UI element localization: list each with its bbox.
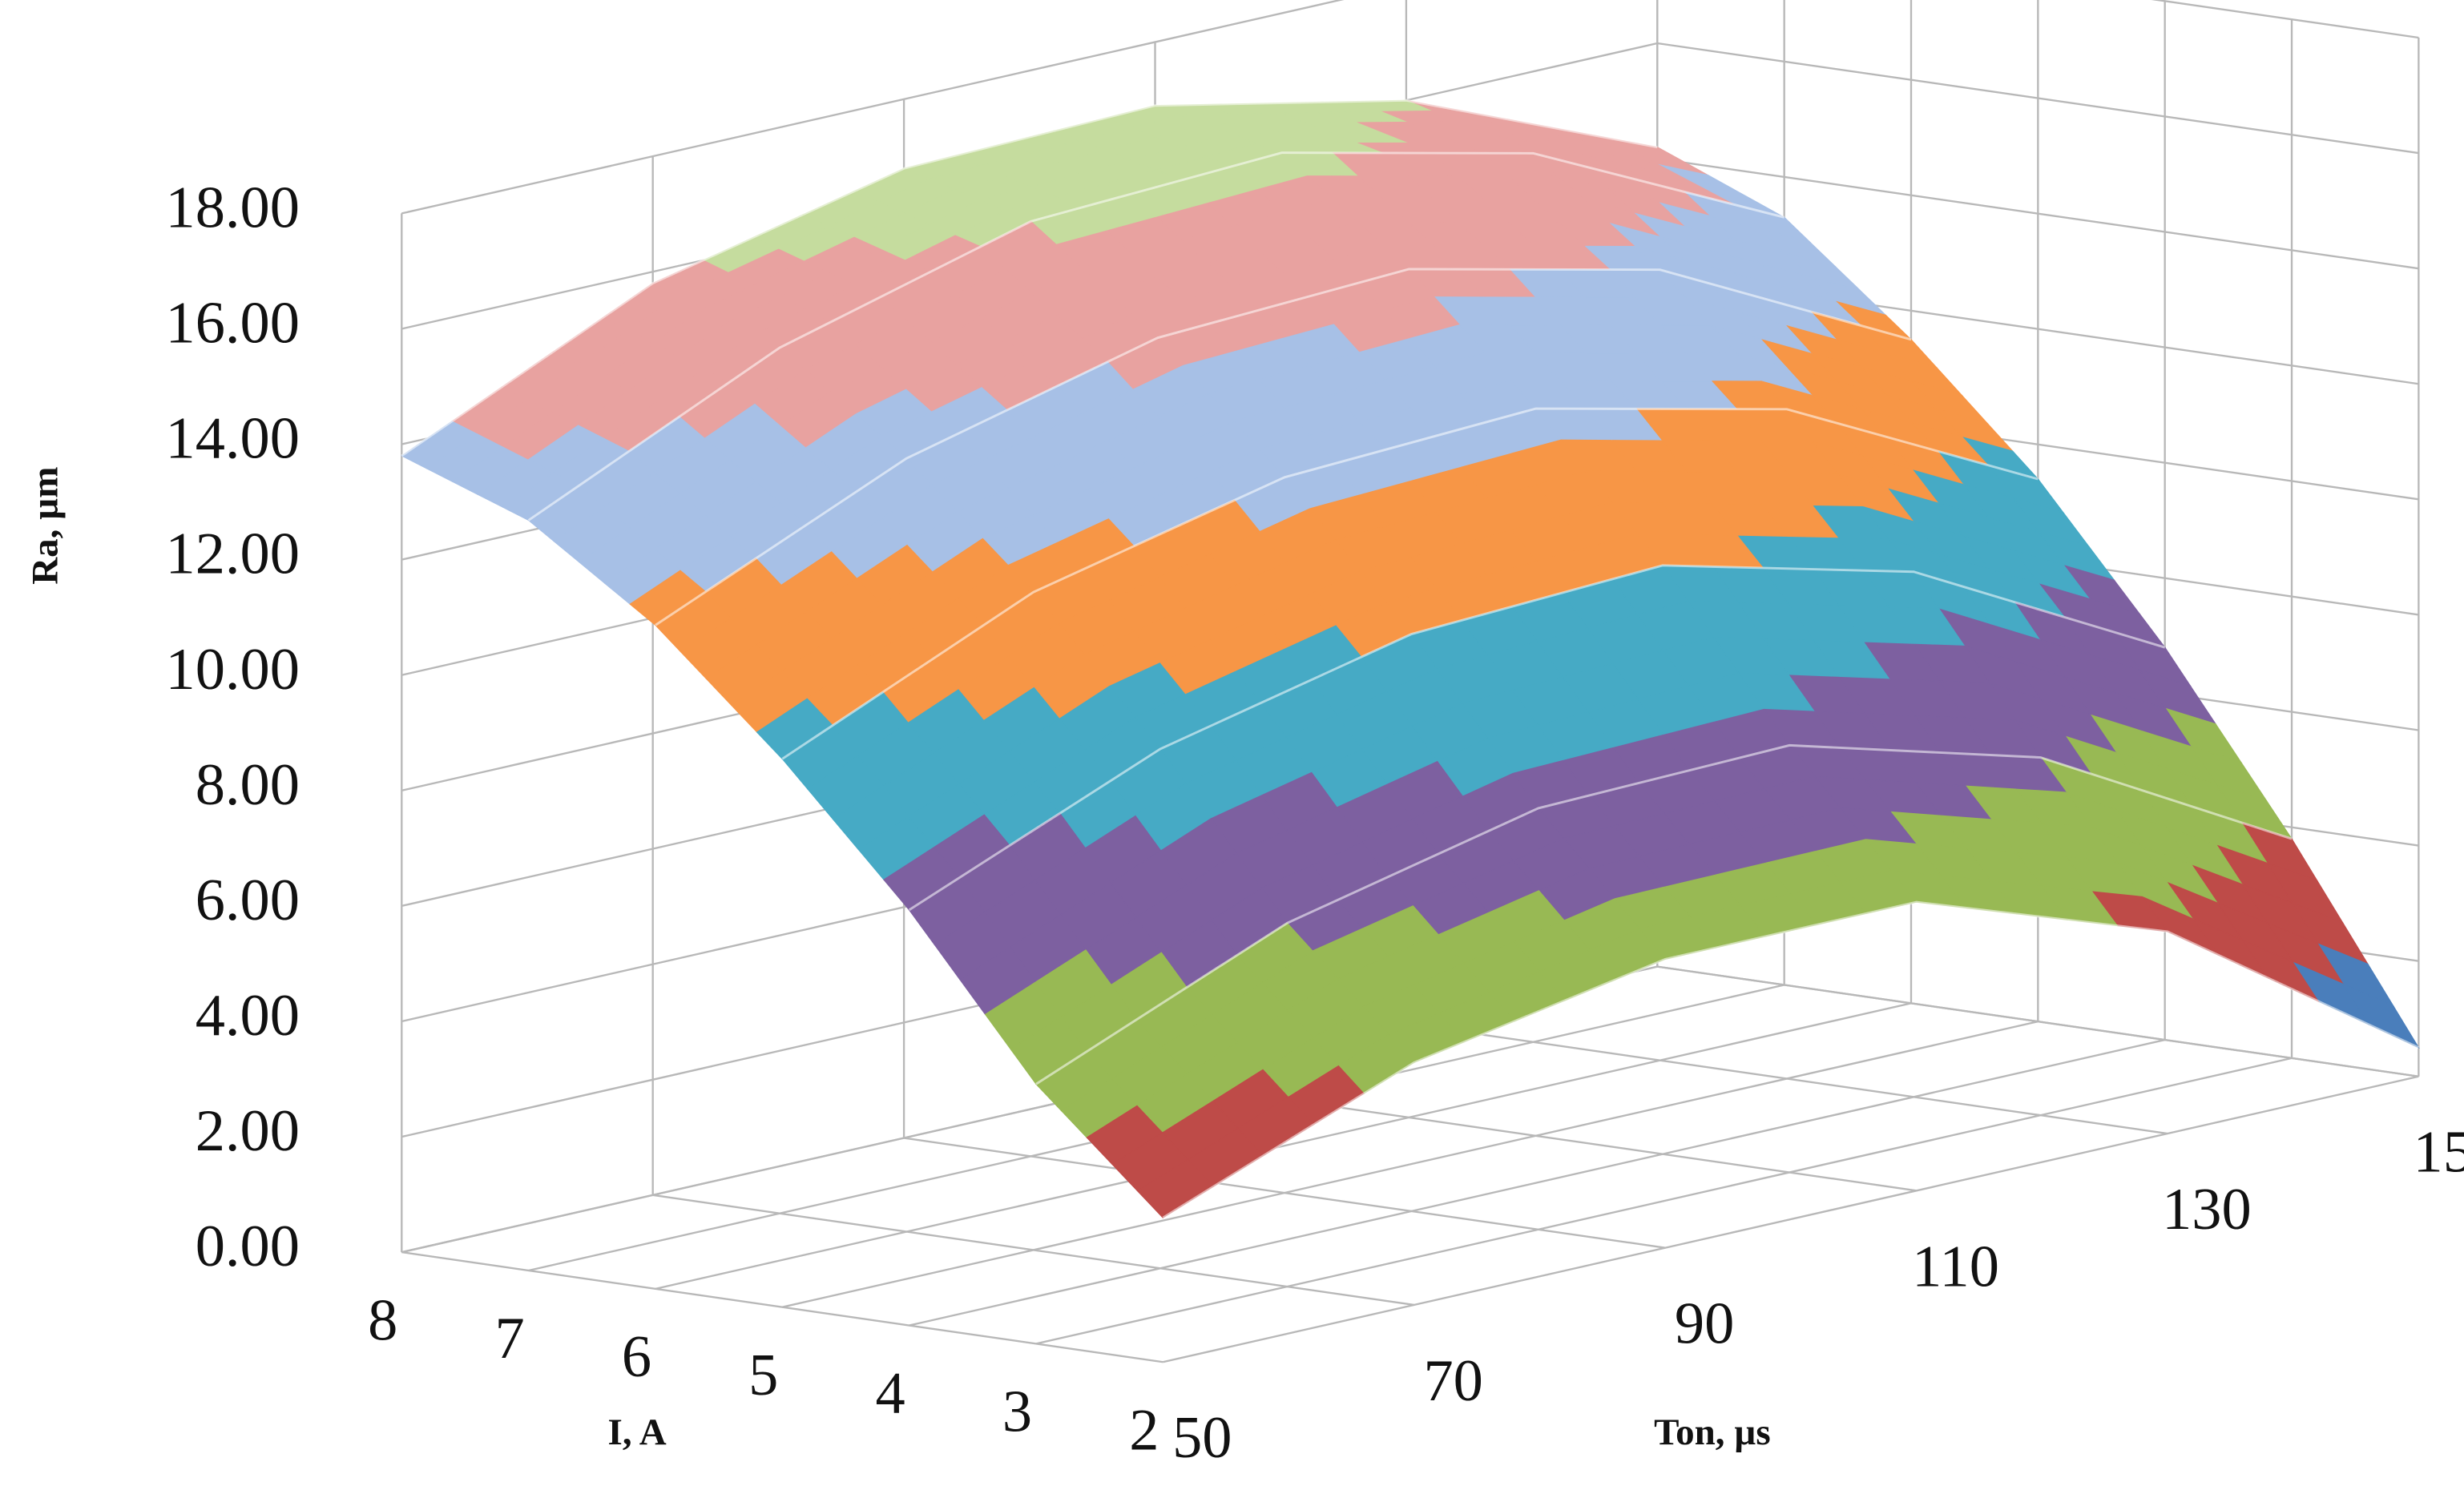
- mesh-line: [781, 407, 2039, 760]
- z-tick-label: 2.00: [196, 1098, 300, 1164]
- left-wall-grid-line: [401, 0, 1345, 215]
- floor-grid-line: [782, 1021, 2039, 1308]
- z-tick-label: 8.00: [196, 752, 300, 818]
- y-tick-label: 70: [1423, 1348, 1482, 1414]
- x-tick-label: 6: [622, 1324, 651, 1390]
- z-tick-label: 0.00: [196, 1214, 300, 1279]
- x-axis-title: I, A: [608, 1411, 667, 1453]
- y-tick-label: 50: [1172, 1405, 1232, 1471]
- mesh-line: [1162, 900, 2419, 1219]
- floor-grid-line: [1035, 1057, 2293, 1345]
- floor-grid-line: [655, 1002, 1912, 1290]
- y-tick-label: 90: [1675, 1291, 1734, 1357]
- x-tick-label: 8: [368, 1287, 397, 1353]
- y-tick-label: 130: [2162, 1177, 2252, 1242]
- z-tick-label: 12.00: [166, 522, 300, 587]
- z-axis-title: Ra, µm: [24, 467, 66, 585]
- x-tick-label: 2: [1129, 1397, 1159, 1463]
- mesh-line: [908, 564, 2166, 912]
- floor-grid-line: [909, 1038, 2165, 1327]
- x-tick-label: 5: [748, 1343, 778, 1408]
- mesh-line: [527, 151, 1785, 522]
- x-tick-label: 3: [1002, 1379, 1032, 1445]
- z-tick-label: 10.00: [166, 637, 300, 703]
- y-tick-label: 150: [2414, 1120, 2464, 1186]
- y-tick-label: 110: [1912, 1234, 1999, 1299]
- x-tick-label: 7: [495, 1306, 525, 1371]
- z-tick-label: 18.00: [166, 175, 300, 240]
- z-tick-label: 6.00: [196, 868, 300, 933]
- x-tick-label: 4: [876, 1361, 905, 1427]
- mesh-line: [401, 99, 1658, 457]
- floor-grid-line: [1163, 1075, 2419, 1363]
- z-tick-label: 4.00: [196, 983, 300, 1049]
- z-tick-label: 16.00: [166, 291, 300, 356]
- mesh-line: [1035, 743, 2293, 1085]
- mesh-line: [655, 268, 1912, 626]
- y-axis-title: Ton, µs: [1654, 1411, 1771, 1453]
- z-tick-label: 14.00: [166, 406, 300, 472]
